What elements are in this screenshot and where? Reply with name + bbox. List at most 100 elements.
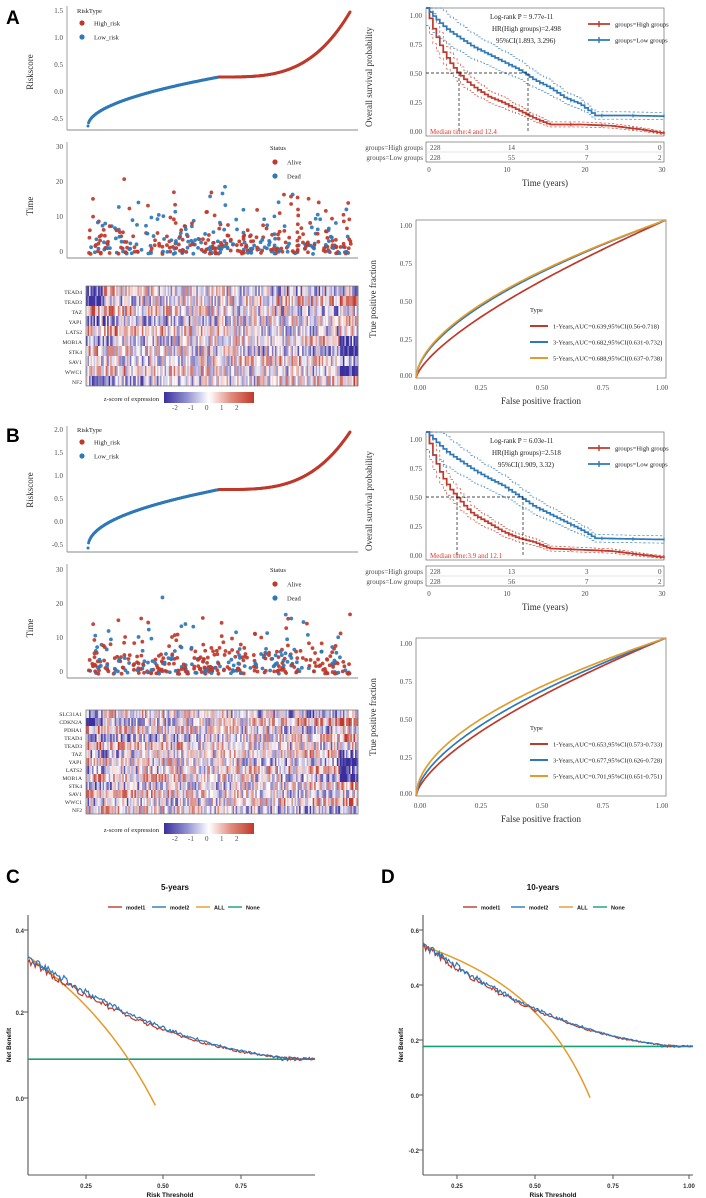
panel-d: D 10-years model1 model2 ALL None 0.6 0.… [353, 845, 706, 1198]
roc-legend: Type 1-Years,AUC=0.653,95%CI(0.573-0.733… [530, 725, 662, 781]
svg-text:0.50: 0.50 [410, 70, 423, 78]
survival-median-lines [426, 72, 529, 133]
dca-x-ticks: 0.25 0.50 0.75 [80, 1175, 247, 1190]
survival-legend: groups=High groups groups=Low groups [588, 21, 669, 45]
heatmap-gene-label: MOB1A [62, 776, 82, 782]
dca-x-ticks: 0.25 0.50 0.75 1.00 [451, 1175, 695, 1190]
heatmap-gene-label: LATS2 [66, 330, 82, 336]
svg-text:groups=High groups: groups=High groups [615, 22, 669, 29]
svg-text:0: 0 [60, 668, 64, 676]
heatmap-gene-label: YAP1 [69, 760, 83, 766]
heatmap-gene-labels: TEAD4 TEAD3 TAZ YAP1 LATS2 MOB1A STK4 SAV1 WWC1 N… [62, 290, 82, 386]
heatmap-gene-label: WWC1 [65, 800, 82, 806]
heatmap-gene-label: NF2 [72, 808, 82, 814]
dca-all-curve [422, 945, 591, 1099]
heatmap-colorbar-legend: z-score of expression -2 -1 0 1 2 [104, 392, 254, 412]
survival-median-lines [426, 496, 524, 557]
time-y-label: Time [25, 619, 35, 638]
dca-title: 5-years [161, 883, 190, 892]
panel-b-heatmap: SLC31A1 CDKN2A PDHA1 TEAD4 TEAD3 TAZ YAP1 LATS2… [59, 709, 359, 843]
svg-text:10: 10 [56, 634, 64, 642]
svg-text:High_risk: High_risk [94, 21, 121, 28]
heatmap-gene-label: PDHA1 [64, 728, 82, 734]
roc-curve [415, 219, 667, 379]
km-curve [426, 431, 665, 558]
svg-text:0.75: 0.75 [597, 384, 610, 392]
roc-legend: Type 1-Years,AUC=0.639,95%CI(0.56-0.718)… [530, 307, 662, 363]
roc-x-label: False positive fraction [501, 396, 581, 406]
svg-text:1-Years,AUC=0.639,95%CI(0.56-0: 1-Years,AUC=0.639,95%CI(0.56-0.718) [553, 324, 659, 331]
svg-text:2.0: 2.0 [54, 426, 63, 434]
svg-text:7: 7 [585, 154, 589, 162]
heatmap-gene-label: TEAD4 [64, 736, 82, 742]
panel-d-dca-chart: 10-years model1 model2 ALL None 0.6 0.4 … [398, 883, 695, 1198]
roc-x-ticks: 0.00 0.25 0.50 0.75 1.00 [414, 384, 669, 392]
panel-b-survival-chart: Overall survival probability 1.00 0.75 0… [364, 431, 669, 612]
panel-a-heatmap: TEAD4 TEAD3 TAZ YAP1 LATS2 MOB1A STK4 SAV1 WWC1 N… [62, 285, 359, 412]
heatmap-gene-label: TEAD4 [64, 290, 82, 296]
svg-text:0.25: 0.25 [410, 99, 423, 107]
svg-text:-0.5: -0.5 [52, 115, 64, 123]
roc-curve [415, 637, 667, 797]
svg-text:Dead: Dead [287, 174, 301, 181]
roc-y-label: True positive fraction [368, 678, 378, 756]
heatmap-gene-label: MOB1A [62, 340, 82, 346]
survival-stats: Log-rank P = 9.77e-11 HR(High groups)=2.… [490, 13, 561, 45]
svg-text:Log-rank P = 9.77e-11: Log-rank P = 9.77e-11 [490, 13, 554, 21]
panel-c-dca-chart: 5-years model1 model2 ALL None 0.4 0.2 0… [6, 883, 316, 1198]
time-y-label: Time [25, 197, 35, 216]
roc-curve [415, 637, 667, 797]
panel-b-riskscore-chart: Riskscore 2.0 1.5 1.0 0.5 0.0 -0.5 RiskT… [25, 426, 358, 553]
dca-curves [27, 955, 316, 1106]
svg-text:groups=Low groups: groups=Low groups [366, 154, 423, 162]
heatmap-gene-label: STK4 [69, 784, 83, 790]
roc-x-label: False positive fraction [501, 814, 581, 824]
svg-text:0.0: 0.0 [54, 88, 63, 96]
svg-text:groups=High groups: groups=High groups [365, 144, 423, 152]
dca-y-label: Net Benefit [398, 1027, 405, 1062]
svg-text:2: 2 [235, 404, 239, 412]
svg-text:1.5: 1.5 [54, 7, 63, 15]
svg-text:3-Years,AUC=0.682,95%CI(0.631-: 3-Years,AUC=0.682,95%CI(0.631-0.732) [553, 340, 662, 347]
dca-y-ticks: 0.6 0.4 0.2 0.0 -0.2 [409, 929, 423, 1155]
svg-text:0.25: 0.25 [475, 384, 488, 392]
roc-y-ticks: 1.00 0.75 0.50 0.25 0.00 [400, 640, 413, 798]
svg-text:0.00: 0.00 [400, 372, 413, 380]
heatmap-gene-label: STK4 [69, 350, 83, 356]
svg-text:1.0: 1.0 [54, 34, 63, 42]
panel-b-roc-chart: True positive fraction 1.00 0.75 0.50 0.… [368, 637, 669, 824]
heatmap-cells [86, 286, 359, 386]
svg-text:0.0: 0.0 [54, 518, 63, 526]
riskscore-legend: RiskType High_risk Low_risk [77, 8, 121, 42]
heatmap-gene-label: TEAD3 [64, 744, 82, 750]
survival-risk-table: groups=High groups groups=Low groups 228… [365, 141, 665, 163]
roc-curves [415, 219, 667, 379]
km-curve [426, 431, 665, 541]
svg-text:Alive: Alive [287, 582, 302, 589]
svg-text:0.00: 0.00 [410, 128, 423, 136]
survival-curves [426, 431, 665, 560]
roc-y-label: True positive fraction [368, 260, 378, 338]
heatmap-gene-label: NF2 [72, 380, 82, 386]
survival-y-ticks: 1.00 0.75 0.50 0.25 0.00 [410, 436, 423, 560]
heatmap-gene-label: YAP1 [69, 320, 83, 326]
dca-y-label: Net Benefit [6, 1027, 13, 1062]
svg-text:0.00: 0.00 [414, 384, 427, 392]
svg-text:1.00: 1.00 [410, 12, 423, 20]
riskscore-y-ticks: 2.0 1.5 1.0 0.5 0.0 -0.5 [52, 426, 64, 549]
svg-text:20: 20 [582, 166, 590, 174]
svg-text:0.5: 0.5 [54, 61, 63, 69]
panel-b-time-chart: Time 30 20 10 0 Status Alive Dead [25, 564, 358, 679]
svg-text:228: 228 [430, 154, 441, 162]
svg-text:10: 10 [56, 213, 64, 221]
svg-text:14: 14 [508, 144, 516, 152]
heatmap-colorbar-legend: z-score of expression -2 -1 0 1 2 [104, 823, 254, 843]
survival-legend: groups=High groups groups=Low groups [588, 445, 669, 469]
svg-text:Status: Status [270, 567, 286, 574]
panel-a: A Riskscore 1.5 1.0 0.5 0.0 -0.5 RiskTyp… [0, 0, 706, 415]
survival-x-label: Time (years) [522, 602, 568, 612]
riskscore-legend: RiskType High_risk Low_risk [77, 427, 121, 461]
svg-text:0.5: 0.5 [54, 495, 63, 503]
dca-model-curve [422, 943, 694, 1049]
dca-curves [422, 942, 694, 1099]
